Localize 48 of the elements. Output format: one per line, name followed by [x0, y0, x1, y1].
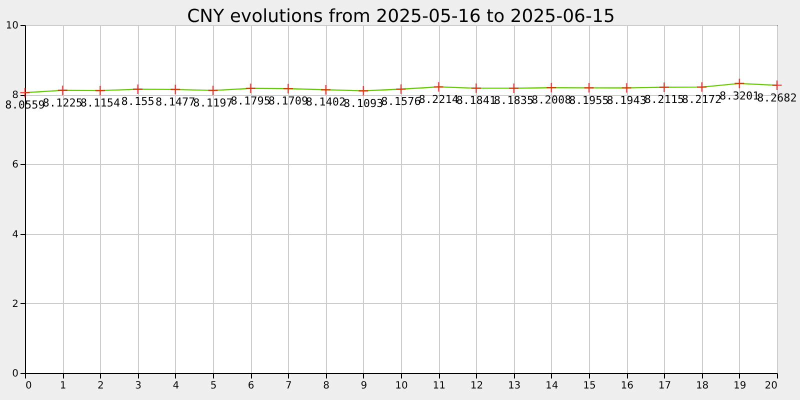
x-tick-label: 14: [546, 380, 558, 392]
data-label: 8.1576: [381, 95, 421, 108]
data-label: 8.3201: [720, 89, 760, 102]
y-tick-label: 4: [12, 229, 18, 240]
x-tick-label: 19: [734, 380, 746, 392]
data-label: 8.2172: [682, 93, 722, 106]
y-tick-label: 2: [12, 298, 18, 310]
data-label: 8.2214: [418, 92, 459, 106]
data-label: 8.1835: [494, 94, 534, 108]
data-label: 8.1709: [268, 94, 308, 108]
x-tick-label: 0: [26, 380, 32, 392]
data-label: 8.2682: [757, 91, 797, 104]
x-tick-label: 11: [432, 380, 446, 392]
x-tick-label: 5: [210, 380, 217, 392]
x-tick-label: 7: [286, 380, 292, 392]
data-label: 8.1225: [42, 96, 82, 110]
x-tick-label: 15: [583, 380, 596, 392]
data-label: 8.155: [121, 95, 154, 108]
x-tick-label: 16: [620, 380, 634, 392]
x-tick-label: 17: [658, 380, 672, 392]
data-label: 8.1795: [230, 94, 270, 108]
data-label: 8.2008: [532, 94, 572, 107]
data-label: 8.1402: [306, 96, 346, 109]
x-tick-label: 12: [470, 380, 484, 392]
data-label: 8.1943: [606, 94, 646, 107]
x-tick-label: 2: [98, 380, 104, 392]
x-tick-label: 8: [323, 380, 330, 392]
y-tick-label: 0: [12, 368, 18, 380]
y-tick-label: 6: [12, 160, 18, 171]
chart-title: CNY evolutions from 2025-05-16 to 2025-06-15: [187, 6, 615, 27]
x-tick-label: 1: [60, 380, 66, 392]
x-tick-label: 4: [172, 380, 180, 392]
x-tick-label: 6: [248, 380, 254, 392]
x-tick-label: 20: [764, 380, 778, 392]
x-tick-label: 18: [696, 380, 709, 392]
y-tick-label: 10: [6, 20, 18, 32]
x-tick-label: 10: [395, 380, 408, 392]
data-label: 8.1093: [344, 96, 384, 110]
x-tick-label: 3: [135, 380, 142, 392]
x-tick-label: 13: [508, 380, 521, 392]
data-label: 8.1841: [456, 94, 496, 108]
data-label: 8.1154: [80, 96, 120, 110]
y-tick-label: 8: [12, 90, 18, 102]
data-label: 8.2115: [644, 93, 684, 106]
x-tick-label: 9: [360, 380, 368, 392]
data-label: 8.1477: [156, 95, 196, 108]
data-label: 8.1955: [569, 94, 609, 107]
data-label: 8.1197: [193, 96, 233, 110]
